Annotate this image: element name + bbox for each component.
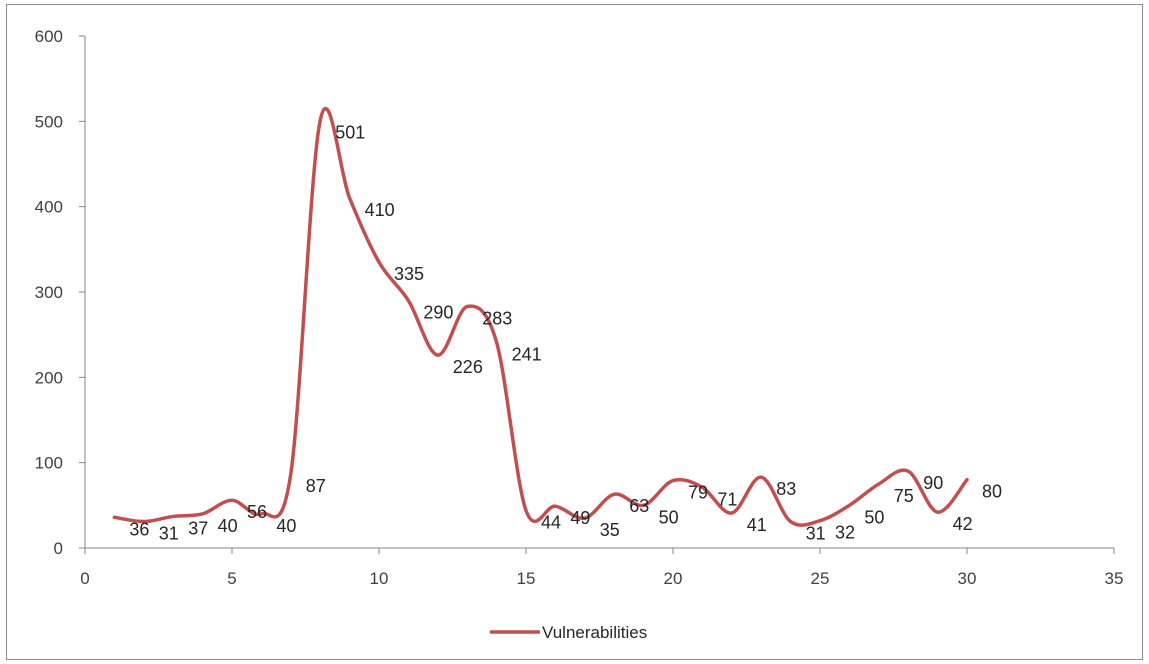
data-label: 31 — [806, 524, 826, 544]
data-label: 35 — [600, 520, 620, 540]
data-label: 40 — [276, 516, 296, 536]
data-label: 44 — [541, 512, 561, 532]
data-point — [318, 118, 322, 122]
y-tick-label: 600 — [35, 27, 63, 46]
data-label: 71 — [717, 489, 737, 509]
data-point — [789, 520, 793, 524]
series-layer — [112, 107, 969, 527]
data-label: 42 — [953, 514, 973, 534]
data-point — [730, 511, 734, 515]
data-label: 410 — [365, 200, 395, 220]
x-tick-label: 30 — [958, 569, 977, 588]
chart-frame — [6, 4, 1143, 660]
x-tick-label: 35 — [1105, 569, 1124, 588]
y-tick-label: 100 — [35, 454, 63, 473]
data-label: 50 — [864, 507, 884, 527]
data-label: 41 — [747, 515, 767, 535]
data-point — [847, 503, 851, 507]
data-point — [906, 469, 910, 473]
x-tick-label: 20 — [664, 569, 683, 588]
data-label: 80 — [982, 482, 1002, 502]
data-point — [230, 498, 234, 502]
data-label: 83 — [776, 479, 796, 499]
data-label: 63 — [629, 496, 649, 516]
data-point — [289, 472, 293, 476]
y-tick-label: 400 — [35, 198, 63, 217]
data-label: 36 — [129, 519, 149, 539]
data-point — [936, 510, 940, 514]
data-point — [759, 475, 763, 479]
x-tick-label: 5 — [227, 569, 236, 588]
data-label: 241 — [512, 344, 542, 364]
data-point — [524, 508, 528, 512]
data-label: 90 — [923, 473, 943, 493]
data-label: 49 — [570, 508, 590, 528]
data-label: 37 — [188, 518, 208, 538]
legend-label: Vulnerabilities — [542, 623, 647, 642]
data-label: 87 — [306, 476, 326, 496]
x-tick-label: 10 — [370, 569, 389, 588]
data-point — [877, 482, 881, 486]
data-point — [171, 514, 175, 518]
data-point — [406, 299, 410, 303]
x-tick-label: 15 — [517, 569, 536, 588]
y-tick-label: 200 — [35, 368, 63, 387]
data-point — [465, 305, 469, 309]
axes: 0 100 200 300 400 500 600 0 5 10 15 20 25 30 35 — [35, 27, 1124, 588]
data-point — [495, 340, 499, 344]
data-label: 335 — [394, 264, 424, 284]
y-tick-label: 300 — [35, 283, 63, 302]
x-tick-label: 25 — [811, 569, 830, 588]
data-point — [436, 353, 440, 357]
data-label: 32 — [835, 523, 855, 543]
data-point — [201, 512, 205, 516]
data-label: 79 — [688, 483, 708, 503]
data-point — [348, 196, 352, 200]
data-label: 75 — [894, 486, 914, 506]
y-tick-label: 0 — [54, 539, 63, 558]
data-label: 56 — [247, 502, 267, 522]
data-label: 283 — [482, 309, 512, 329]
data-point — [553, 504, 557, 508]
data-point — [671, 479, 675, 483]
data-point — [377, 260, 381, 264]
data-label: 50 — [659, 507, 679, 527]
y-tick-label: 500 — [35, 112, 63, 131]
x-tick-label: 0 — [80, 569, 89, 588]
data-label: 226 — [453, 357, 483, 377]
data-label: 31 — [159, 524, 179, 544]
data-point — [112, 515, 116, 519]
series-line-vulnerabilities — [112, 107, 969, 527]
data-point — [612, 492, 616, 496]
data-point — [965, 478, 969, 482]
legend: Vulnerabilities — [490, 623, 647, 642]
data-point — [818, 519, 822, 523]
data-label: 290 — [423, 303, 453, 323]
data-label: 501 — [335, 122, 365, 142]
data-label: 40 — [218, 516, 238, 536]
